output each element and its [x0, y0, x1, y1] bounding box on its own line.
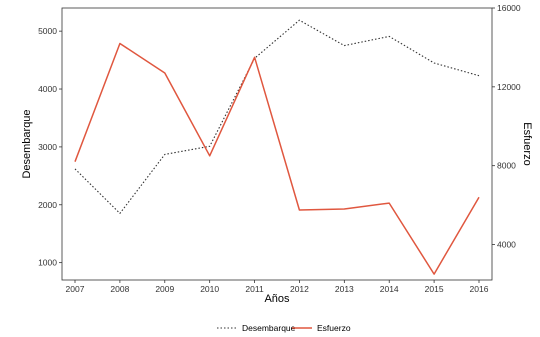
y2-tick-label: 12000 — [497, 82, 521, 92]
x-tick-label: 2016 — [470, 284, 489, 294]
x-tick-label: 2014 — [380, 284, 399, 294]
y-tick-label: 1000 — [38, 258, 57, 268]
x-tick-label: 2008 — [110, 284, 129, 294]
series-line-esfuerzo — [74, 42, 480, 275]
x-tick-label: 2011 — [245, 284, 264, 294]
y-tick-label: 2000 — [38, 200, 57, 210]
legend: Desembarque Esfuerzo — [217, 323, 351, 333]
left-y-axis-title: Desembarque — [21, 109, 33, 178]
y-tick-label: 5000 — [38, 26, 57, 36]
y2-tick-label: 8000 — [497, 161, 516, 171]
right-y-axis-title: Esfuerzo — [521, 122, 533, 165]
y-tick-label: 4000 — [38, 84, 57, 94]
series-layer — [74, 19, 480, 275]
legend-label-esfuerzo: Esfuerzo — [317, 323, 351, 333]
left-y-axis: 1000 2000 3000 4000 5000 — [38, 26, 62, 268]
legend-label-desembarque: Desembarque — [242, 323, 296, 333]
x-tick-label: 2009 — [155, 284, 174, 294]
y-tick-label: 3000 — [38, 142, 57, 152]
series-line-desembarque — [74, 19, 480, 214]
x-tick-label: 2007 — [66, 284, 85, 294]
x-tick-label: 2015 — [425, 284, 444, 294]
x-tick-label: 2013 — [335, 284, 354, 294]
x-tick-label: 2010 — [200, 284, 219, 294]
plot-panel — [61, 7, 493, 281]
right-y-axis: 4000 8000 12000 16000 — [492, 3, 521, 250]
x-axis-title: Años — [264, 293, 290, 305]
y2-tick-label: 16000 — [497, 3, 521, 13]
y2-tick-label: 4000 — [497, 240, 516, 250]
x-axis: 2007 2008 2009 2010 2011 2012 2013 2014 2015 2016 — [66, 280, 489, 294]
x-tick-label: 2012 — [290, 284, 309, 294]
